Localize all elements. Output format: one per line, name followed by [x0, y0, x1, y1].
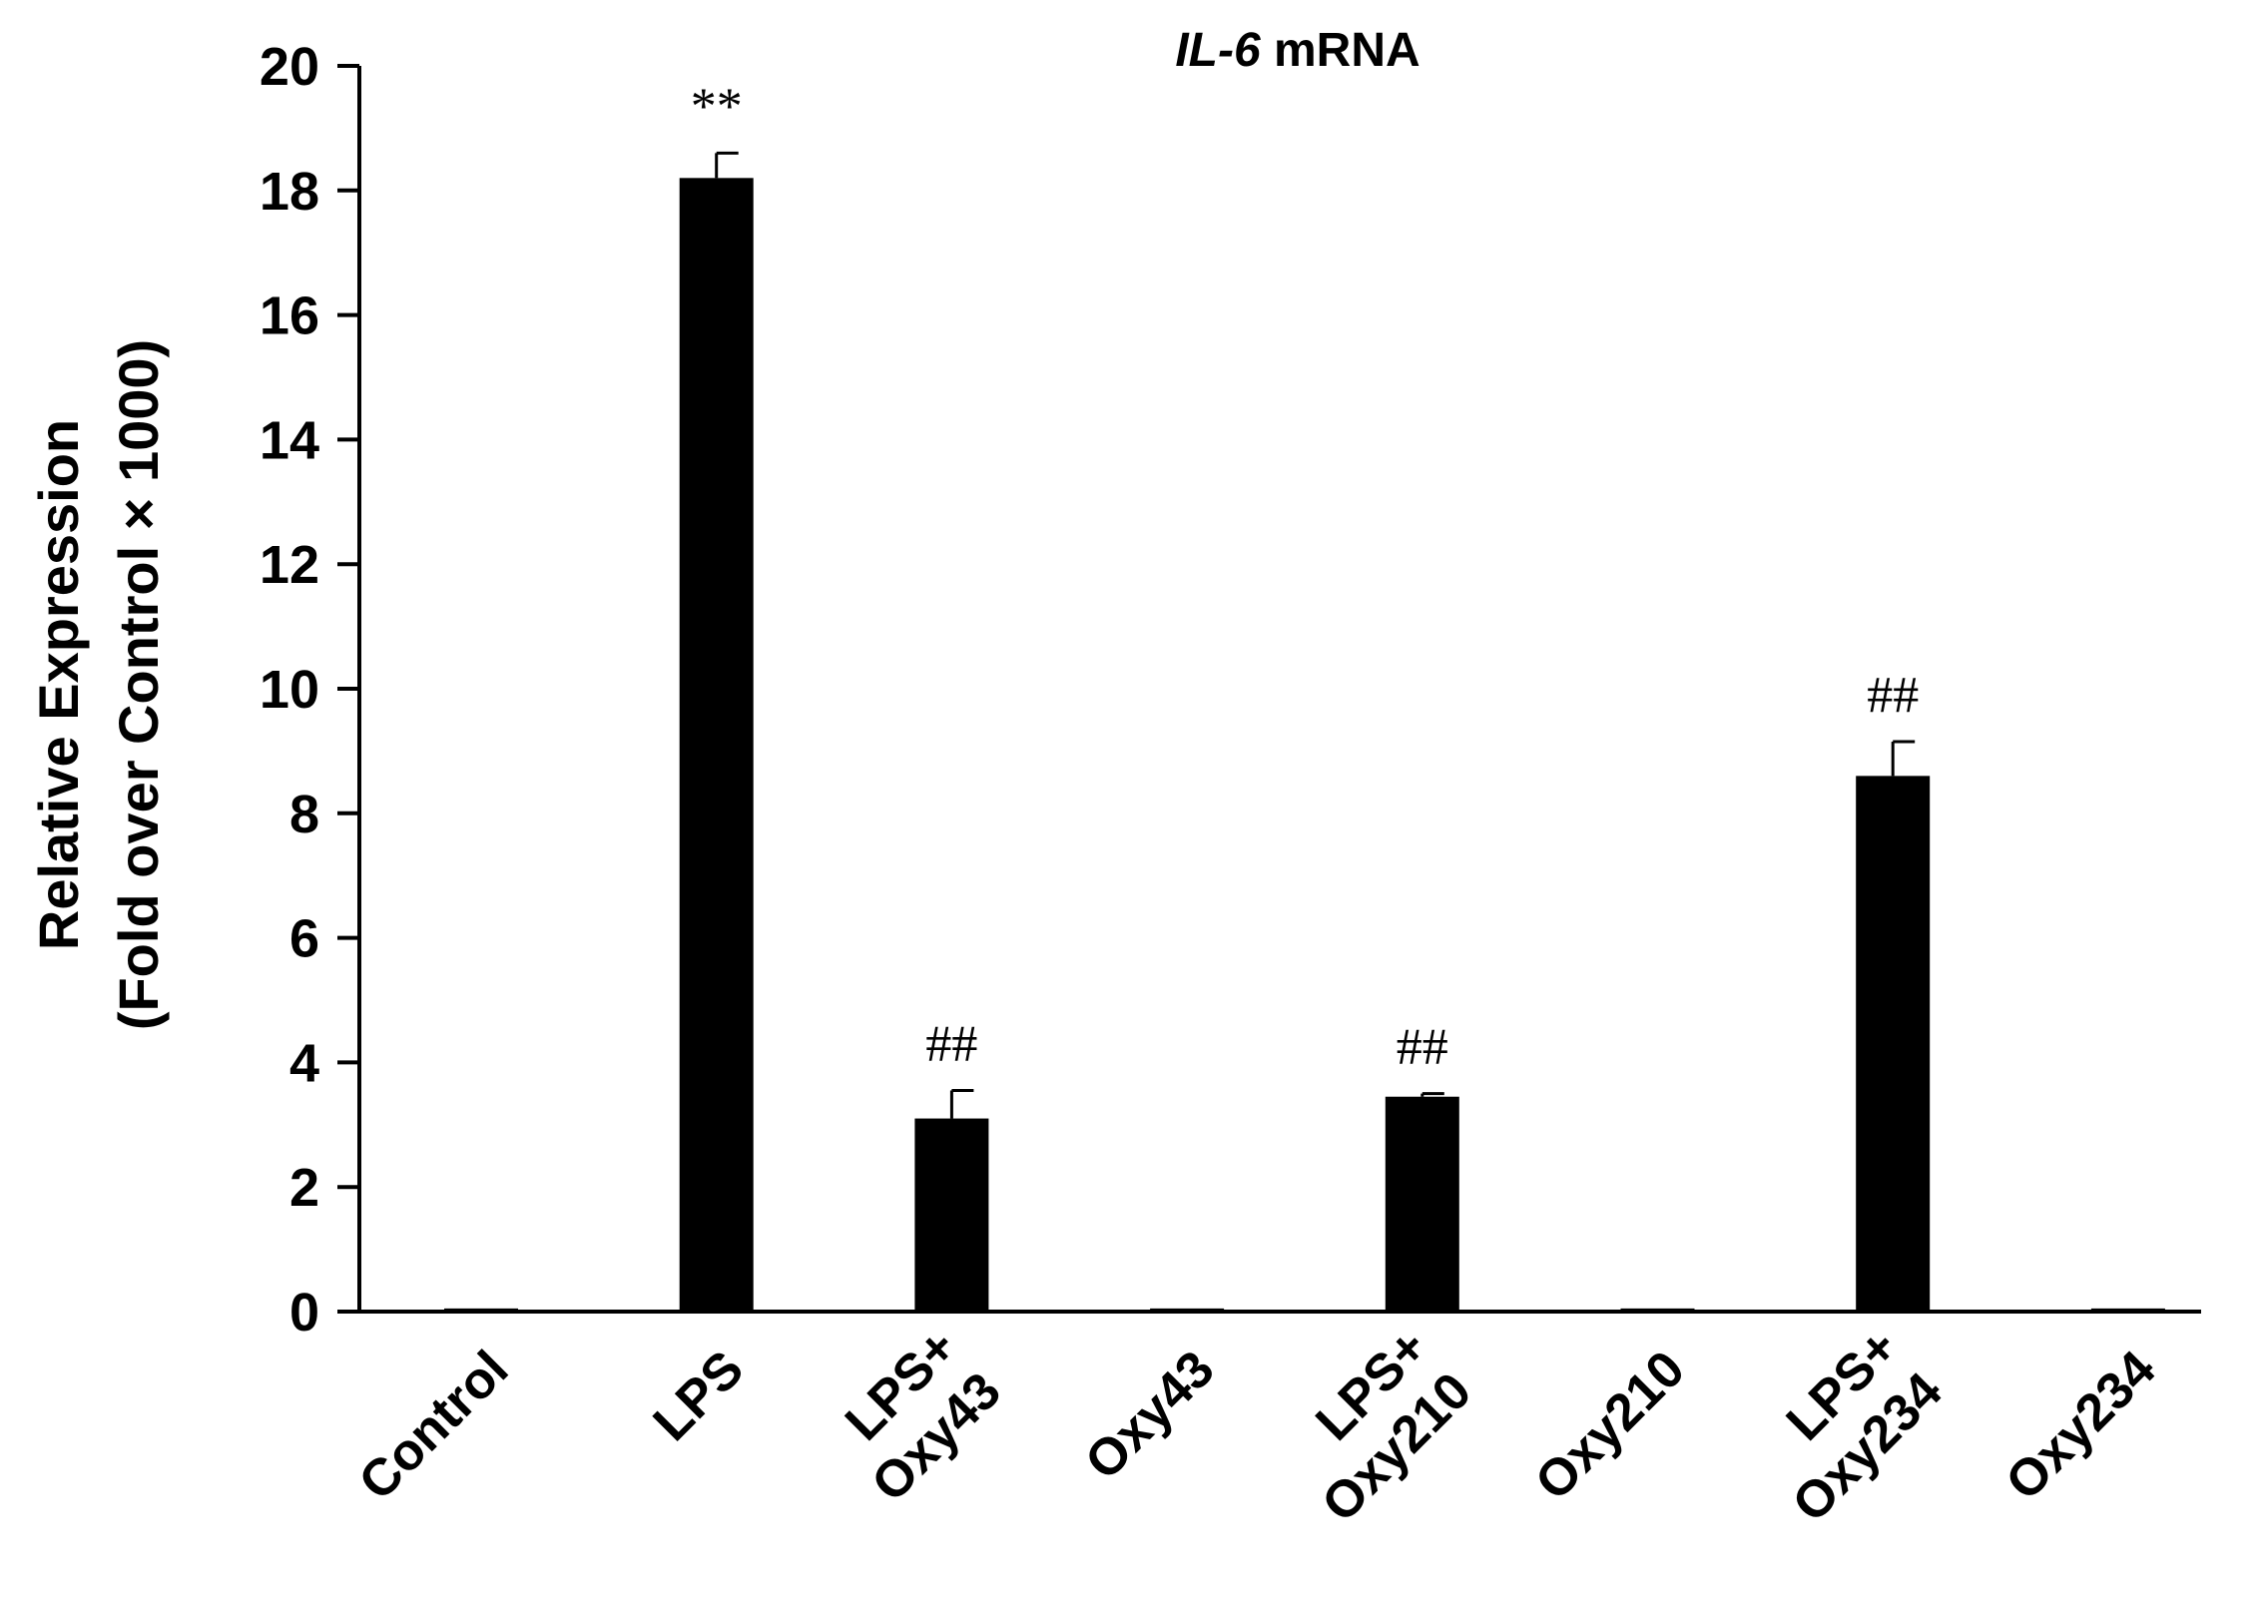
significance-label: ## [1867, 667, 1919, 724]
y-tick-label: 6 [289, 909, 319, 969]
significance-label: ** [691, 78, 743, 135]
x-tick-label-line: Control [348, 1340, 520, 1511]
significance-label: ## [1397, 1019, 1448, 1076]
bars [444, 178, 2165, 1312]
x-tick-label-line: Oxy234 [1995, 1340, 2167, 1511]
x-tick-label-line: LPS [643, 1340, 756, 1452]
bar [1620, 1308, 1695, 1312]
y-axis-label-line1: Relative Expression [27, 419, 90, 950]
y-tick-label: 16 [260, 286, 319, 346]
x-tick-label: Control [348, 1340, 520, 1511]
bar [444, 1308, 518, 1312]
x-tick-label: LPS+Oxy210 [1305, 1319, 1482, 1534]
x-tick-label: LPS+Oxy43 [835, 1319, 1012, 1513]
bar [1856, 776, 1931, 1312]
y-tick-label: 0 [289, 1283, 319, 1343]
x-tick-label: Oxy43 [1074, 1340, 1225, 1490]
y-tick-label: 4 [289, 1033, 319, 1093]
x-axis-tick-labels: Control LPS LPS+Oxy43 Oxy43 LPS+Oxy210 Oxy210… [348, 1319, 2167, 1534]
x-tick-label: LPS+Oxy234 [1776, 1319, 1954, 1534]
y-axis-label: Relative Expression (Fold over Control ×… [27, 339, 170, 1030]
bar [1150, 1308, 1225, 1312]
bar [1385, 1096, 1459, 1312]
x-tick-label-line: Oxy43 [1074, 1340, 1225, 1490]
y-tick-label: 10 [260, 660, 319, 720]
y-tick-label: 14 [260, 410, 319, 470]
x-tick-label: LPS [643, 1340, 756, 1452]
x-tick-label-line: Oxy210 [1524, 1340, 1696, 1511]
x-tick-label: Oxy210 [1524, 1340, 1696, 1511]
bar [914, 1118, 989, 1312]
significance-label: ## [925, 1015, 977, 1072]
chart-title-italic: IL-6 [1175, 24, 1261, 77]
y-tick-label: 18 [260, 162, 319, 222]
y-tick-label: 12 [260, 535, 319, 595]
y-tick-label: 2 [289, 1158, 319, 1218]
x-tick-label: Oxy234 [1995, 1340, 2167, 1511]
error-bars [715, 151, 1916, 1119]
y-axis-ticks: 0 2 4 6 8 10 12 14 16 18 20 [260, 37, 359, 1343]
y-tick-label: 8 [289, 785, 319, 844]
bar [2090, 1308, 2165, 1312]
y-axis-label-line2: (Fold over Control × 1000) [107, 339, 170, 1030]
chart-title: IL-6 mRNA [1175, 24, 1419, 77]
y-tick-label: 20 [260, 37, 319, 97]
significance-annotations: ** ## ## ## [691, 78, 1919, 1076]
chart-title-rest: mRNA [1261, 24, 1420, 77]
bar [679, 178, 754, 1312]
